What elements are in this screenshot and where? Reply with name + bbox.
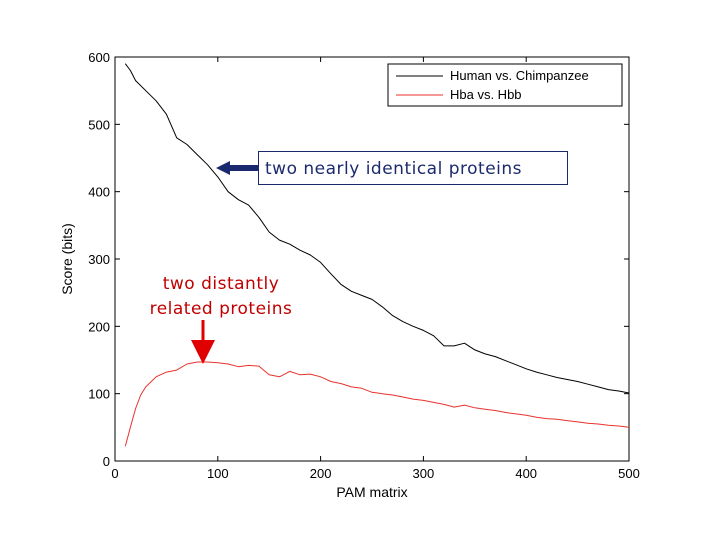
x-tick-label: 300 <box>413 466 435 481</box>
ticks <box>114 56 630 462</box>
annotation-nearly-identical: two nearly identical proteins <box>258 151 568 185</box>
x-axis-title: PAM matrix <box>336 484 407 500</box>
annotation-arrow-identical-head <box>216 161 230 175</box>
x-tick-label: 500 <box>618 466 640 481</box>
tick-labels: 0 100 200 300 400 500 0 100 200 300 400 500 600 <box>88 50 640 481</box>
annotation-distantly-related: two distantly related proteins <box>136 272 306 322</box>
legend-label-hba-hbb: Hba vs. Hbb <box>450 87 522 102</box>
y-tick-label: 200 <box>88 319 110 334</box>
y-tick-label: 300 <box>88 252 110 267</box>
legend: Human vs. Chimpanzee Hba vs. Hbb <box>387 63 623 107</box>
y-tick-label: 400 <box>88 185 110 200</box>
y-axis-title: Score (bits) <box>59 223 75 295</box>
legend-box <box>387 63 623 107</box>
y-tick-label: 0 <box>103 454 110 469</box>
legend-label-human-chimp: Human vs. Chimpanzee <box>450 68 589 83</box>
y-tick-label: 100 <box>88 387 110 402</box>
x-tick-label: 200 <box>310 466 332 481</box>
y-tick-label: 500 <box>88 117 110 132</box>
x-tick-label: 100 <box>207 466 229 481</box>
plot-frame <box>114 56 630 462</box>
series-line-human-chimp <box>124 63 630 394</box>
x-tick-label: 0 <box>111 466 118 481</box>
y-tick-label: 600 <box>88 50 110 65</box>
annotation-distantly-related-line-1: two distantly <box>162 274 280 294</box>
x-tick-label: 400 <box>515 466 537 481</box>
annotation-distantly-related-line-2: related proteins <box>149 299 293 319</box>
